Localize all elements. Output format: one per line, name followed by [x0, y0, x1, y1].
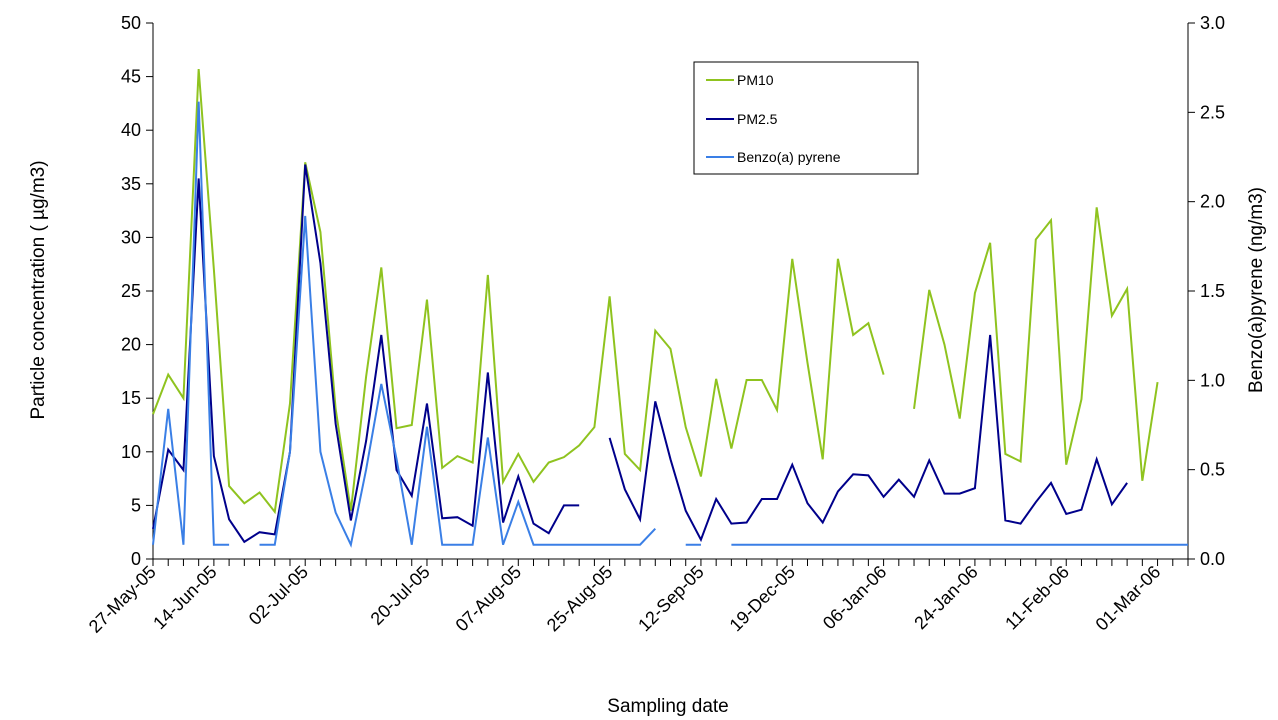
- x-tick-label: 07-Aug-05: [452, 562, 526, 636]
- y-right-tick-label: 0.5: [1200, 460, 1225, 480]
- legend: PM10 PM2.5 Benzo(a) pyrene: [693, 61, 919, 175]
- x-tick-label: 20-Jul-05: [367, 562, 434, 629]
- y-left-tick-label: 50: [121, 13, 141, 33]
- y-axis-left-title: Particle concentration ( µg/m3): [28, 160, 49, 419]
- x-tick-label: 06-Jan-06: [819, 562, 890, 633]
- series-line-benzo-a-pyrene: [152, 101, 1188, 548]
- y-axis-right-title: Benzo(a)pyrene (ng/m3): [1246, 187, 1267, 393]
- series-line-pm10: [152, 69, 1159, 515]
- legend-label: PM10: [737, 72, 774, 88]
- y-left-tick-label: 25: [121, 281, 141, 301]
- x-tick-label: 27-May-05: [85, 562, 160, 637]
- y-left-tick-label: 15: [121, 388, 141, 408]
- x-tick-label: 02-Jul-05: [245, 562, 312, 629]
- series-line-pm2-5: [152, 164, 1128, 544]
- y-right-tick-label: 0.0: [1200, 549, 1225, 569]
- x-tick-label: 12-Sep-05: [634, 562, 708, 636]
- y-left-tick-label: 20: [121, 335, 141, 355]
- y-left-tick-label: 0: [131, 549, 141, 569]
- x-tick-label: 11-Feb-06: [1001, 562, 1073, 634]
- y-left-tick-label: 5: [131, 495, 141, 515]
- legend-label: Benzo(a) pyrene: [737, 149, 841, 165]
- x-tick-label: 01-Mar-06: [1092, 562, 1165, 635]
- series-layer: [152, 69, 1188, 548]
- y-left-tick-label: 30: [121, 227, 141, 247]
- y-left-tick-label: 40: [121, 120, 141, 140]
- y-right-tick-label: 1.5: [1200, 281, 1225, 301]
- y-left-tick-label: 45: [121, 67, 141, 87]
- x-tick-label: 14-Jun-05: [149, 562, 220, 633]
- x-axis-title: Sampling date: [607, 696, 728, 717]
- x-tick-label: 25-Aug-05: [543, 562, 617, 636]
- legend-label: PM2.5: [737, 111, 778, 127]
- x-tick-label: 24-Jan-06: [910, 562, 981, 633]
- x-tick-label: 19-Dec-05: [726, 562, 800, 636]
- y-right-tick-label: 3.0: [1200, 13, 1225, 33]
- y-left-tick-label: 10: [121, 442, 141, 462]
- axes: 0 5 10 15 20 25 30 35 40 45 50 0.0 0.5 1.0 1.5 2.0 2.5 3.…: [85, 13, 1225, 637]
- y-right-tick-label: 2.5: [1200, 102, 1225, 122]
- y-left-tick-label: 35: [121, 174, 141, 194]
- y-right-tick-label: 1.0: [1200, 370, 1225, 390]
- y-right-tick-label: 2.0: [1200, 192, 1225, 212]
